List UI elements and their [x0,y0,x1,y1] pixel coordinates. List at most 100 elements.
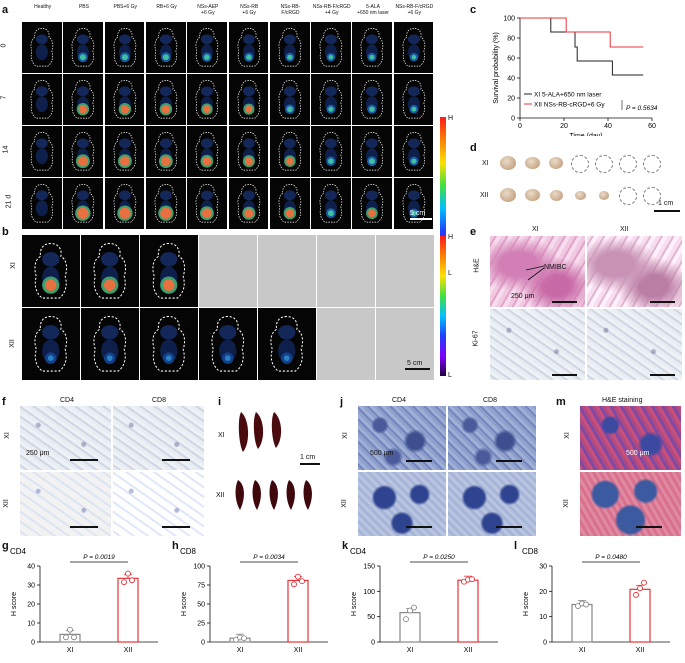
panel-e-col-xii: XII [620,226,629,233]
panel-f-scale-bar-3 [70,526,98,528]
y-axis-label: Survival probability (%) [493,32,500,104]
panel-f-scale-bar-2 [162,459,190,461]
panel-a-colorbar-high: H [448,115,454,122]
pvalue-label: P = 0.0034 [253,554,285,561]
panel-a-row-label: 14 [2,145,10,154]
tumor-photo [524,188,540,202]
data-point [641,579,647,586]
panel-label-m: m [556,396,566,408]
panel-f-row-xii: XII [2,499,10,508]
bioluminescence-image [228,22,269,73]
panel-e-scale-bar-1 [552,301,577,303]
bioluminescence-image [393,22,434,73]
panel-label-f: f [2,396,6,408]
x-tick-label: 60 [648,123,656,130]
x-tick-label: 40 [604,123,612,130]
tumor-photo [549,189,563,201]
bioluminescence-image [22,308,80,380]
deceased-placeholder [376,235,434,307]
bioluminescence-image [311,178,351,229]
bioluminescence-image [104,178,145,229]
panel-j-scale-bar-1 [406,460,432,462]
bioluminescence-image [104,74,145,125]
y-tick-label: 0 [511,116,515,123]
bar-xi [571,603,593,643]
y-axis-label: H score [11,592,18,616]
y-tick-label: 100 [503,16,515,23]
panel-j-scale-bar-4 [496,526,522,528]
bioluminescence-image [63,22,104,73]
panel-a-scale-label: 5 cm [410,210,426,217]
panel-d-scale-bar [654,210,680,212]
panel-d-row-xi: XI [482,160,489,167]
panel-j-row-xi: XI [341,432,349,439]
panel-b-colorbar [440,236,446,376]
y-tick-label: 75 [197,583,205,590]
cd8-hscore-chart-tumor: CD8 0 25 50 75 100 H score XI XII P = 0.0034 [180,547,328,654]
bioluminescence-image [22,22,62,73]
cd8-spleen-xii [448,472,536,536]
panel-a-row-label: 7 [0,95,8,100]
y-tick-label: 20 [27,602,35,609]
panel-e-row-ki67: Ki-67 [472,330,480,347]
nmibc-annotation: NMIBC [544,264,567,271]
bioluminescence-image [393,126,434,177]
bioluminescence-image [393,178,434,229]
spleen-xii [269,480,278,510]
bioluminescence-image [145,22,186,73]
panel-m-row-xi: XI [563,432,571,439]
y-tick-label: 20 [507,96,515,103]
survival-line-xii [520,17,644,48]
y-tick-label: 30 [27,583,35,590]
bar-xii [287,579,309,643]
panel-f-scale-bar-1 [70,459,98,461]
data-point [637,585,643,592]
bioluminescence-image [258,308,316,380]
panel-a-colorbar [440,117,446,277]
panel-b-colorbar-low: L [448,372,452,379]
y-tick-label: 0 [201,640,205,647]
bioluminescence-image [352,126,393,177]
data-point [121,579,127,586]
category-label: XI [579,647,586,654]
y-tick-label: 0 [543,640,547,647]
ki67-image-xi [490,309,585,380]
bioluminescence-image [352,74,393,125]
panel-i-row-xi: XI [218,432,225,439]
bar-xii [117,577,139,643]
panel-i-scale-label: 1 cm [300,454,316,461]
panel-d-row-xii: XII [480,192,489,199]
pvalue-label: P = 0.5634 [626,105,658,112]
panel-i-scale-bar [300,463,320,465]
bar-xii [457,579,479,643]
y-tick-label: 0 [371,640,375,647]
x-tick-label: 0 [518,123,522,130]
panel-f-col-cd4: CD4 [60,397,75,404]
bioluminescence-image [393,74,434,125]
cd4-hscore-chart-spleen: CD4 0 50 100 150 H score XI XII P = 0.0250 [350,547,498,654]
deceased-placeholder [317,235,375,307]
bioluminescence-image [145,126,186,177]
panel-j-row-xii: XII [340,499,348,508]
panel-e-col-xi: XI [532,226,539,233]
panel-a-column-header: NSs-AEP +6 Gy [197,4,219,16]
panel-label-e: e [470,226,477,238]
data-point [295,573,301,580]
y-tick-label: 100 [193,564,205,571]
bioluminescence-image [187,22,227,73]
chart-title: CD8 [522,547,539,556]
tumor-photo [500,156,516,170]
bioluminescence-image [228,126,269,177]
panel-e-scale-bar-2 [650,301,675,303]
legend-label: XII NSs-RB-cRGD+6 Gy [534,102,605,109]
panel-e-scale-bar-4 [650,374,675,376]
spleen-xii [235,480,244,510]
panel-b-colorbar-high: H [448,234,454,241]
panel-m-scale-label: 500 μm [626,450,650,457]
data-point [633,591,639,598]
empty-tumor-slot [619,155,637,173]
data-point [63,634,69,641]
panel-a-column-header: PBS+6 Gy [113,4,137,10]
y-axis-label: H score [351,592,358,616]
panel-a-row-label: 0 [0,43,8,48]
